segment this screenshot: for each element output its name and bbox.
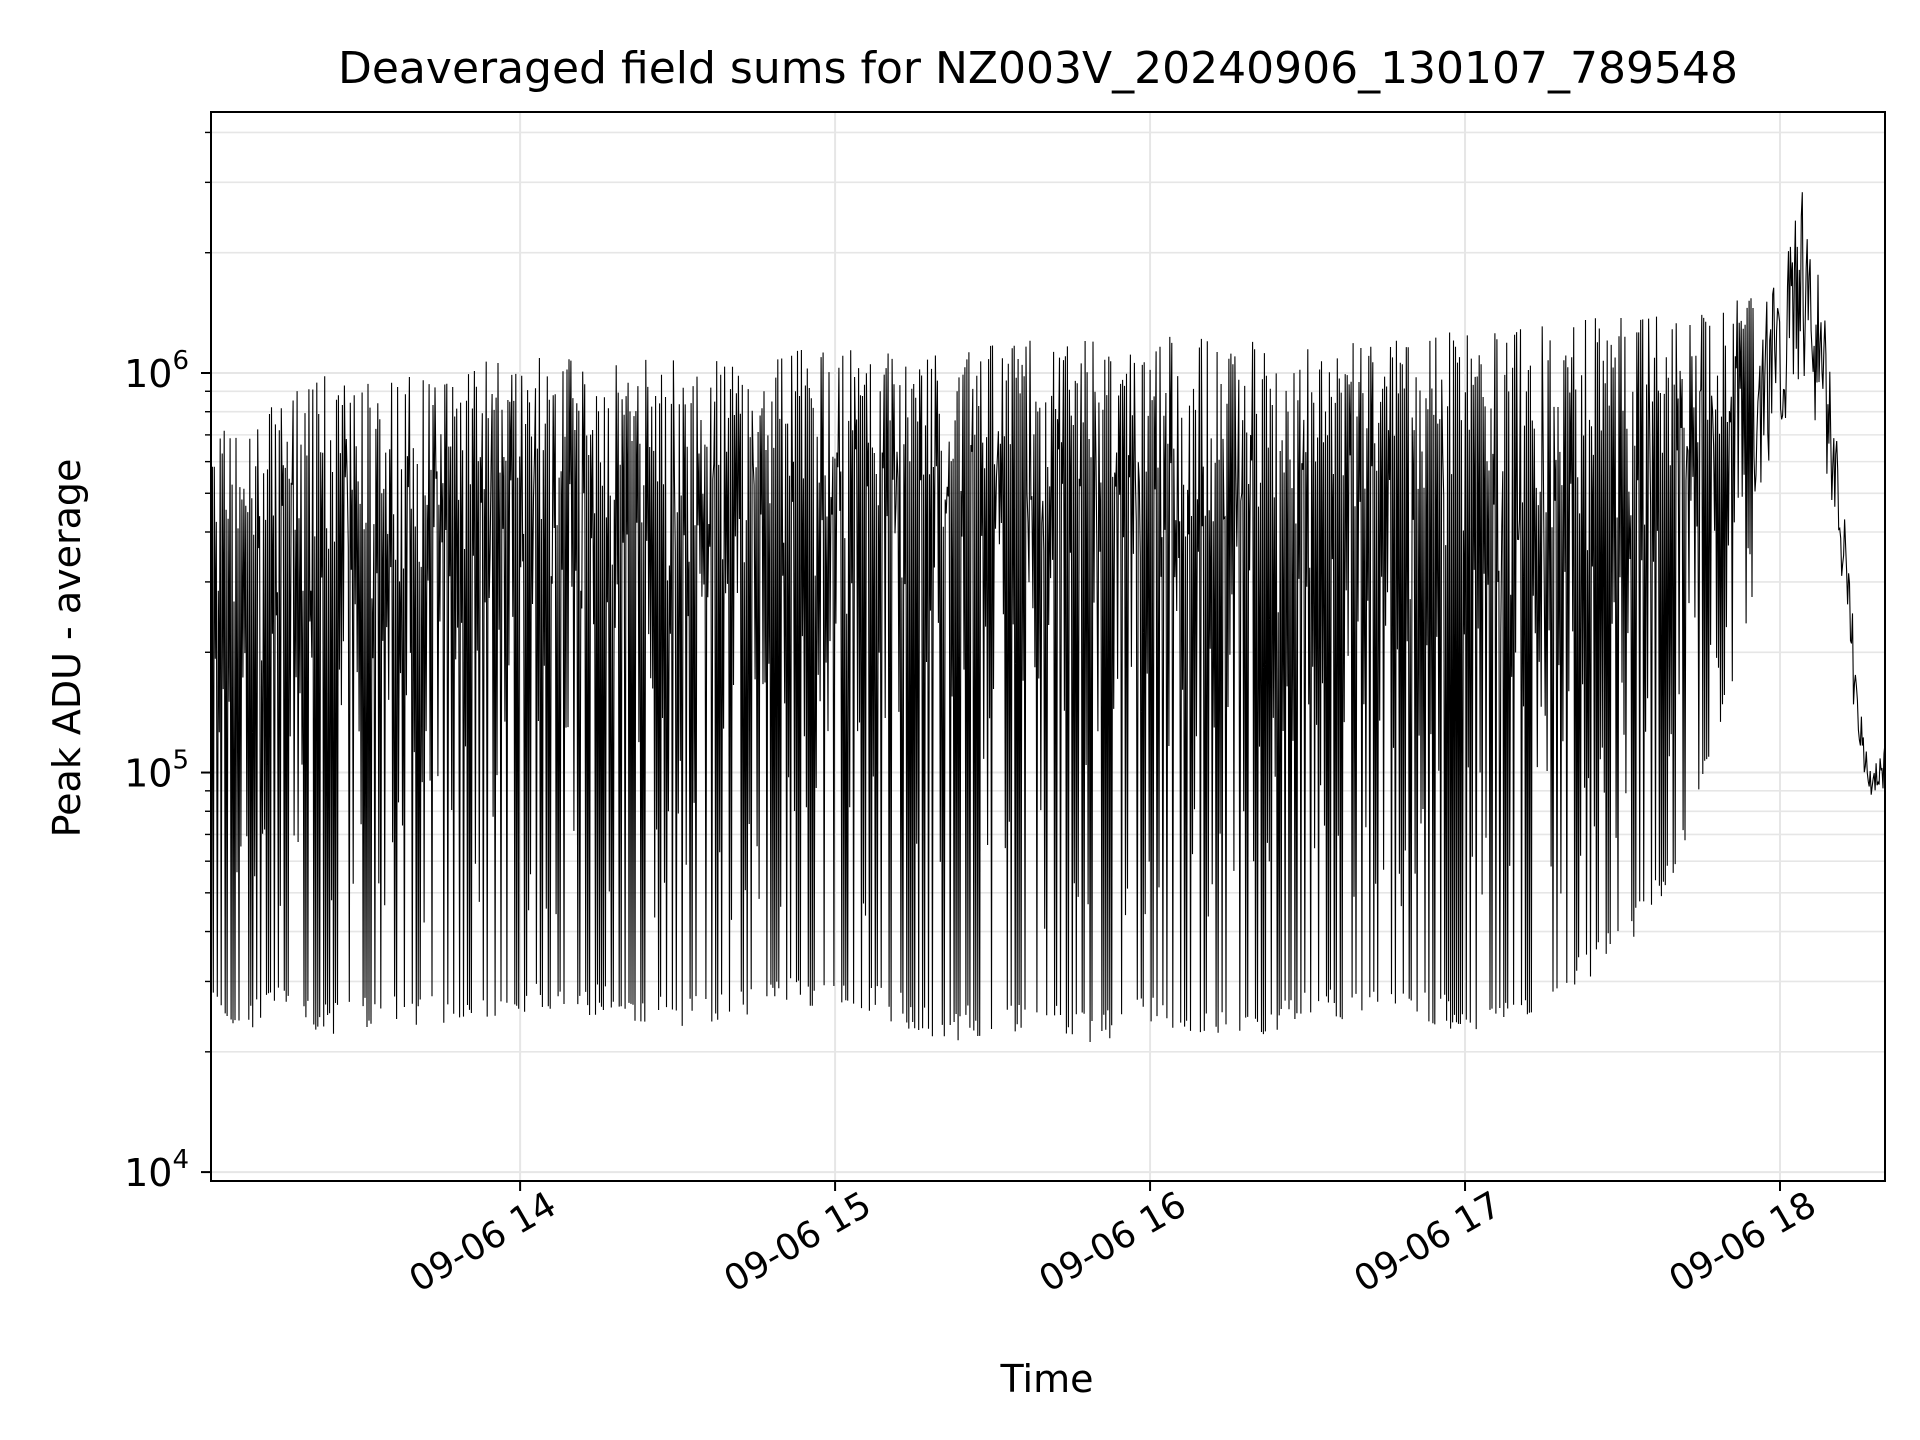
series-line [211, 192, 1885, 1043]
x-axis: 09-06 14 09-06 15 09-06 16 09-06 17 09-06 18 [403, 1181, 1823, 1301]
x-tick-label: 09-06 16 [1033, 1184, 1194, 1300]
y-axis: 104 105 106 [124, 131, 211, 1195]
chart-title: Deaveraged field sums for NZ003V_2024090… [338, 43, 1738, 94]
x-tick-label: 09-06 15 [718, 1184, 879, 1300]
y-tick-label: 104 [124, 1145, 189, 1195]
x-tick-label: 09-06 14 [403, 1184, 564, 1300]
x-axis-label: Time [1000, 1357, 1094, 1401]
y-tick-label: 105 [124, 746, 189, 796]
x-tick-label: 09-06 18 [1662, 1184, 1823, 1300]
plot-frame [210, 111, 1886, 1182]
plot-area [211, 192, 1885, 1043]
x-tick-label: 09-06 17 [1348, 1184, 1509, 1300]
y-tick-label: 106 [124, 346, 189, 396]
y-axis-label: Peak ADU - average [45, 459, 89, 838]
